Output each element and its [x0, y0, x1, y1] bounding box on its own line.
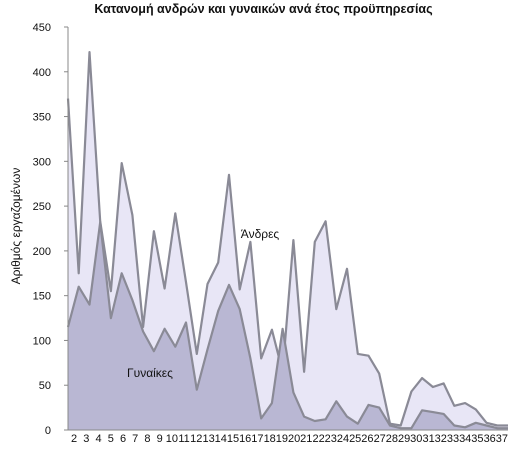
y-tick-label: 150	[33, 291, 51, 303]
x-tick-label: 34	[459, 433, 471, 445]
x-tick-label: 11	[178, 433, 189, 445]
x-tick-label: 23	[325, 433, 337, 445]
x-tick-label: 29	[398, 433, 410, 445]
x-tick-label: 12	[190, 433, 202, 445]
x-tick-label: 9	[157, 433, 163, 445]
x-tick-label: 16	[239, 433, 251, 445]
x-tick-label: 31	[422, 433, 434, 445]
series-layer	[66, 50, 508, 430]
y-tick-label: 300	[33, 156, 51, 168]
x-tick-label: 6	[120, 433, 126, 445]
annotation-layer: Άνδρες Γυναίκες	[127, 227, 279, 380]
x-tick-label: 28	[386, 433, 398, 445]
x-tick-label: 33	[447, 433, 459, 445]
x-tick-label: 15	[227, 433, 239, 445]
series-line-men	[66, 50, 508, 427]
x-tick-label: 7	[132, 433, 138, 445]
y-tick-label: 400	[33, 67, 51, 79]
area-fill-men	[68, 52, 508, 430]
x-tick-label: 18	[264, 433, 276, 445]
y-tick-label: 350	[33, 112, 51, 124]
y-tick-label: 0	[45, 425, 51, 437]
x-tick-label: 4	[96, 433, 102, 445]
x-tick-label: 17	[251, 433, 263, 445]
x-tick-label: 5	[108, 433, 114, 445]
y-tick-label: 50	[39, 380, 51, 392]
x-tick-label: 21	[300, 433, 312, 445]
y-tick-label: 100	[33, 335, 51, 347]
x-tick-label: 26	[361, 433, 373, 445]
x-tick-label: 27	[374, 433, 386, 445]
x-tick-label: 14	[215, 433, 227, 445]
x-tick-label: 25	[349, 433, 361, 445]
area-fill-women	[68, 222, 508, 430]
y-tick-label: 250	[33, 201, 51, 213]
x-tick-label: 22	[312, 433, 324, 445]
x-tick-label: 30	[410, 433, 422, 445]
x-tick-label: 19	[276, 433, 288, 445]
x-tick-label: 37	[496, 433, 508, 445]
series-line-women	[66, 221, 508, 430]
series-annotation-women: Γυναίκες	[127, 366, 173, 380]
x-tick-label: 24	[337, 433, 349, 445]
x-tick-label: 13	[202, 433, 214, 445]
x-tick-label: 32	[435, 433, 447, 445]
x-tick-label: 35	[471, 433, 483, 445]
chart-title: Κατανομή ανδρών και γυναικών ανά έτος πρ…	[94, 2, 433, 16]
series-annotation-men: Άνδρες	[241, 227, 280, 241]
x-tick-label: 2	[71, 433, 77, 445]
x-tick-label: 10	[166, 433, 178, 445]
y-tick-label: 200	[33, 246, 51, 258]
x-tick-label: 36	[484, 433, 496, 445]
x-tick-label: 8	[144, 433, 150, 445]
y-tick-label: 450	[33, 22, 51, 34]
x-tick-label: 3	[83, 433, 89, 445]
x-tick-label: 20	[288, 433, 300, 445]
